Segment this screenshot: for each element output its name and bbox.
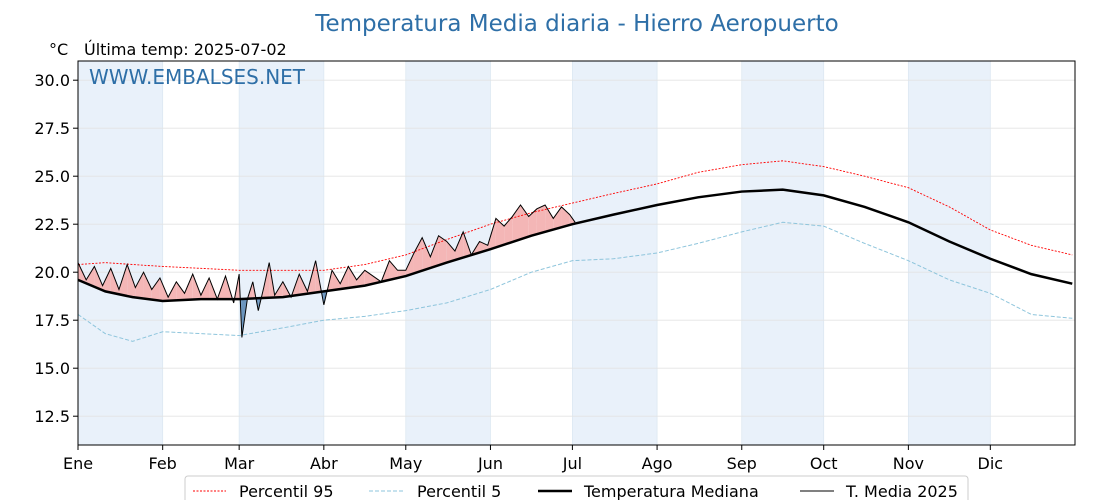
legend: Percentil 95 Percentil 5 Temperatura Med… [184, 475, 969, 500]
watermark: WWW.EMBALSES.NET [89, 65, 306, 89]
xtick-label-feb: Feb [149, 454, 177, 473]
xtick-label-jun: Jun [477, 454, 503, 473]
xtick-label-sep: Sep [727, 454, 757, 473]
fill-above-3-0 [102, 268, 111, 293]
fill-above-38-0 [364, 270, 374, 286]
fill-above-59-0 [536, 205, 546, 235]
ytick-label-30.0: 30.0 [34, 71, 70, 90]
month-band-jul [572, 61, 658, 445]
xtick-label-abr: Abr [310, 454, 338, 473]
fill-above-34-0 [332, 270, 341, 291]
x-axis: Ene Feb Mar Abr May Jun Jul Ago Sep Oct Nov Dic [63, 445, 1003, 473]
series-line-median [77, 188, 1073, 303]
ytick-label-25.0: 25.0 [34, 167, 70, 186]
fill-above-62-0 [561, 206, 570, 228]
month-band-sep [741, 61, 824, 445]
legend-label-current: T. Media 2025 [845, 482, 958, 500]
fill-above-45-0 [422, 237, 431, 271]
series-line-p95 [77, 160, 1073, 271]
fill-above-43-0 [405, 253, 414, 277]
fill-above-61-0 [553, 206, 562, 230]
fill-above-55-0 [504, 216, 513, 245]
legend-label-p95: Percentil 95 [239, 482, 334, 500]
fill-above-48-0 [446, 241, 455, 263]
fill-above-60-0 [545, 205, 554, 232]
ytick-label-12.5: 12.5 [34, 407, 70, 426]
ytick-label-17.5: 17.5 [34, 311, 70, 330]
fill-above-6-0 [127, 264, 136, 298]
month-band-mar [239, 61, 324, 445]
last-temp-label: Última temp: 2025-07-02 [84, 40, 287, 59]
xtick-label-oct: Oct [810, 454, 838, 473]
fill-above-35-0 [340, 266, 349, 290]
y-axis: 12.5 15.0 17.5 20.0 22.5 25.0 27.5 30.0 [34, 71, 78, 426]
chart-title: Temperatura Media diaria - Hierro Aeropu… [314, 11, 838, 37]
legend-label-p5: Percentil 5 [417, 482, 501, 500]
fill-above-58-0 [528, 208, 537, 237]
legend-box [184, 475, 969, 500]
series-line-p5 [77, 221, 1073, 342]
fill-above-47-0 [438, 235, 447, 266]
fill-above-5-0 [118, 264, 128, 297]
fill-above-25-0 [263, 262, 270, 298]
legend-label-median: Temperatura Mediana [583, 482, 759, 500]
unit-label: °C [49, 40, 68, 59]
fill-above-44-0 [413, 237, 423, 274]
fill-above-1-0 [86, 266, 95, 287]
xtick-label-dic: Dic [978, 454, 1004, 473]
fill-above-54-0 [495, 218, 505, 248]
fill-above-41-0 [389, 260, 398, 280]
month-shading [78, 61, 991, 445]
ytick-label-20.0: 20.0 [34, 263, 70, 282]
xtick-label-mar: Mar [224, 454, 255, 473]
series-line-current [77, 204, 576, 338]
fill-above-57-0 [520, 205, 529, 240]
plot-frame [77, 60, 1076, 446]
fill-above-36-0 [348, 266, 357, 288]
xtick-label-jul: Jul [562, 454, 582, 473]
xtick-label-ago: Ago [642, 454, 673, 473]
xtick-label-ene: Ene [63, 454, 93, 473]
fill-above-9-0 [151, 277, 160, 301]
fill-above-8-0 [143, 272, 152, 300]
month-band-ene [78, 61, 163, 445]
series-lines [77, 160, 1073, 342]
xtick-label-may: May [389, 454, 422, 473]
xtick-label-nov: Nov [893, 454, 924, 473]
ytick-label-27.5: 27.5 [34, 119, 70, 138]
fill-above-49-0 [454, 231, 464, 261]
gridlines [77, 61, 1075, 445]
fill-above-12-0 [176, 281, 185, 301]
fill-above-13-0 [184, 274, 193, 300]
fill-above-7-0 [135, 272, 144, 299]
ytick-label-22.5: 22.5 [34, 215, 70, 234]
fill-above-37-0 [356, 270, 365, 287]
ytick-label-15.0: 15.0 [34, 359, 70, 378]
